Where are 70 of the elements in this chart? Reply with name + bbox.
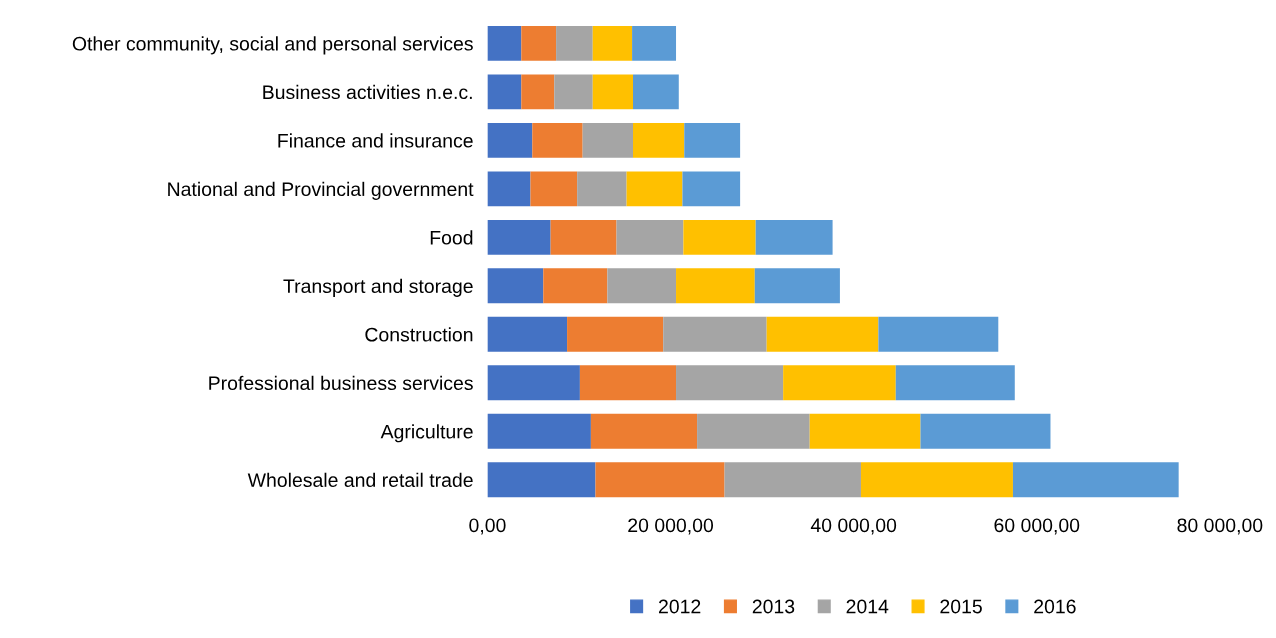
bar: [487, 413, 591, 449]
x-tick-label: 20 000,00: [628, 518, 714, 535]
bar: [590, 413, 698, 449]
bar: [487, 74, 522, 110]
bar: [626, 171, 683, 207]
bar: [543, 268, 608, 304]
bar: [487, 462, 596, 498]
bar: [532, 122, 583, 158]
y-tick-label: Other community, social and personal services: [72, 36, 473, 55]
bar: [487, 316, 568, 352]
y-tick-label: Agriculture: [380, 424, 473, 443]
bar: [683, 219, 756, 255]
bar: [487, 365, 580, 401]
bar: [554, 74, 593, 110]
bar: [521, 25, 557, 61]
y-tick-label: National and Provincial government: [168, 181, 474, 200]
bar: [530, 171, 578, 207]
bar: [487, 25, 522, 61]
bar: [595, 462, 725, 498]
bar: [878, 316, 999, 352]
bar: [697, 413, 810, 449]
bar: [521, 74, 555, 110]
bar: [1012, 462, 1179, 498]
bar: [487, 268, 544, 304]
bar: [682, 171, 741, 207]
x-tick-label: 40 000,00: [810, 518, 897, 535]
bar: [724, 462, 861, 498]
bar: [663, 316, 767, 352]
bar: [860, 462, 1013, 498]
bar: [920, 413, 1051, 449]
bar: [632, 25, 677, 61]
bar: [809, 413, 921, 449]
legend-label: 2015: [940, 599, 982, 614]
bar: [766, 316, 879, 352]
bar: [754, 268, 840, 304]
bar: [487, 171, 531, 207]
bar: [895, 365, 1015, 401]
bar: [582, 122, 633, 158]
bar: [550, 219, 617, 255]
bar: [487, 219, 551, 255]
legend-label: 2016: [1034, 599, 1076, 614]
legend-label: 2012: [658, 599, 701, 614]
bar: [633, 74, 679, 110]
y-tick-label: Food: [430, 230, 473, 245]
bar: [592, 25, 633, 61]
legend-label: 2014: [846, 599, 889, 614]
y-tick-label: Transport and storage: [283, 278, 473, 297]
y-tick-label: Construction: [365, 327, 473, 342]
bar: [487, 122, 533, 158]
bar: [556, 25, 593, 61]
legend-label: 2013: [752, 599, 795, 614]
bar: [616, 219, 684, 255]
x-tick-label: 80 000,00: [1177, 518, 1263, 535]
bar: [592, 74, 633, 110]
bar: [755, 219, 833, 255]
bar: [783, 365, 896, 401]
bar: [567, 316, 664, 352]
bar: [577, 171, 627, 207]
y-tick-label: Business activities n.e.c.: [263, 84, 472, 100]
bar: [579, 365, 677, 401]
x-tick-label: 0,00: [469, 518, 506, 535]
bar: [684, 122, 741, 158]
x-tick-label: 60 000,00: [994, 518, 1080, 535]
bar: [676, 268, 755, 304]
y-tick-label: Professional business services: [209, 375, 473, 391]
y-tick-label: Wholesale and retail trade: [247, 472, 473, 488]
bar: [633, 122, 685, 158]
bar: [676, 365, 784, 401]
y-tick-label: Finance and insurance: [278, 133, 473, 148]
bar: [607, 268, 677, 304]
